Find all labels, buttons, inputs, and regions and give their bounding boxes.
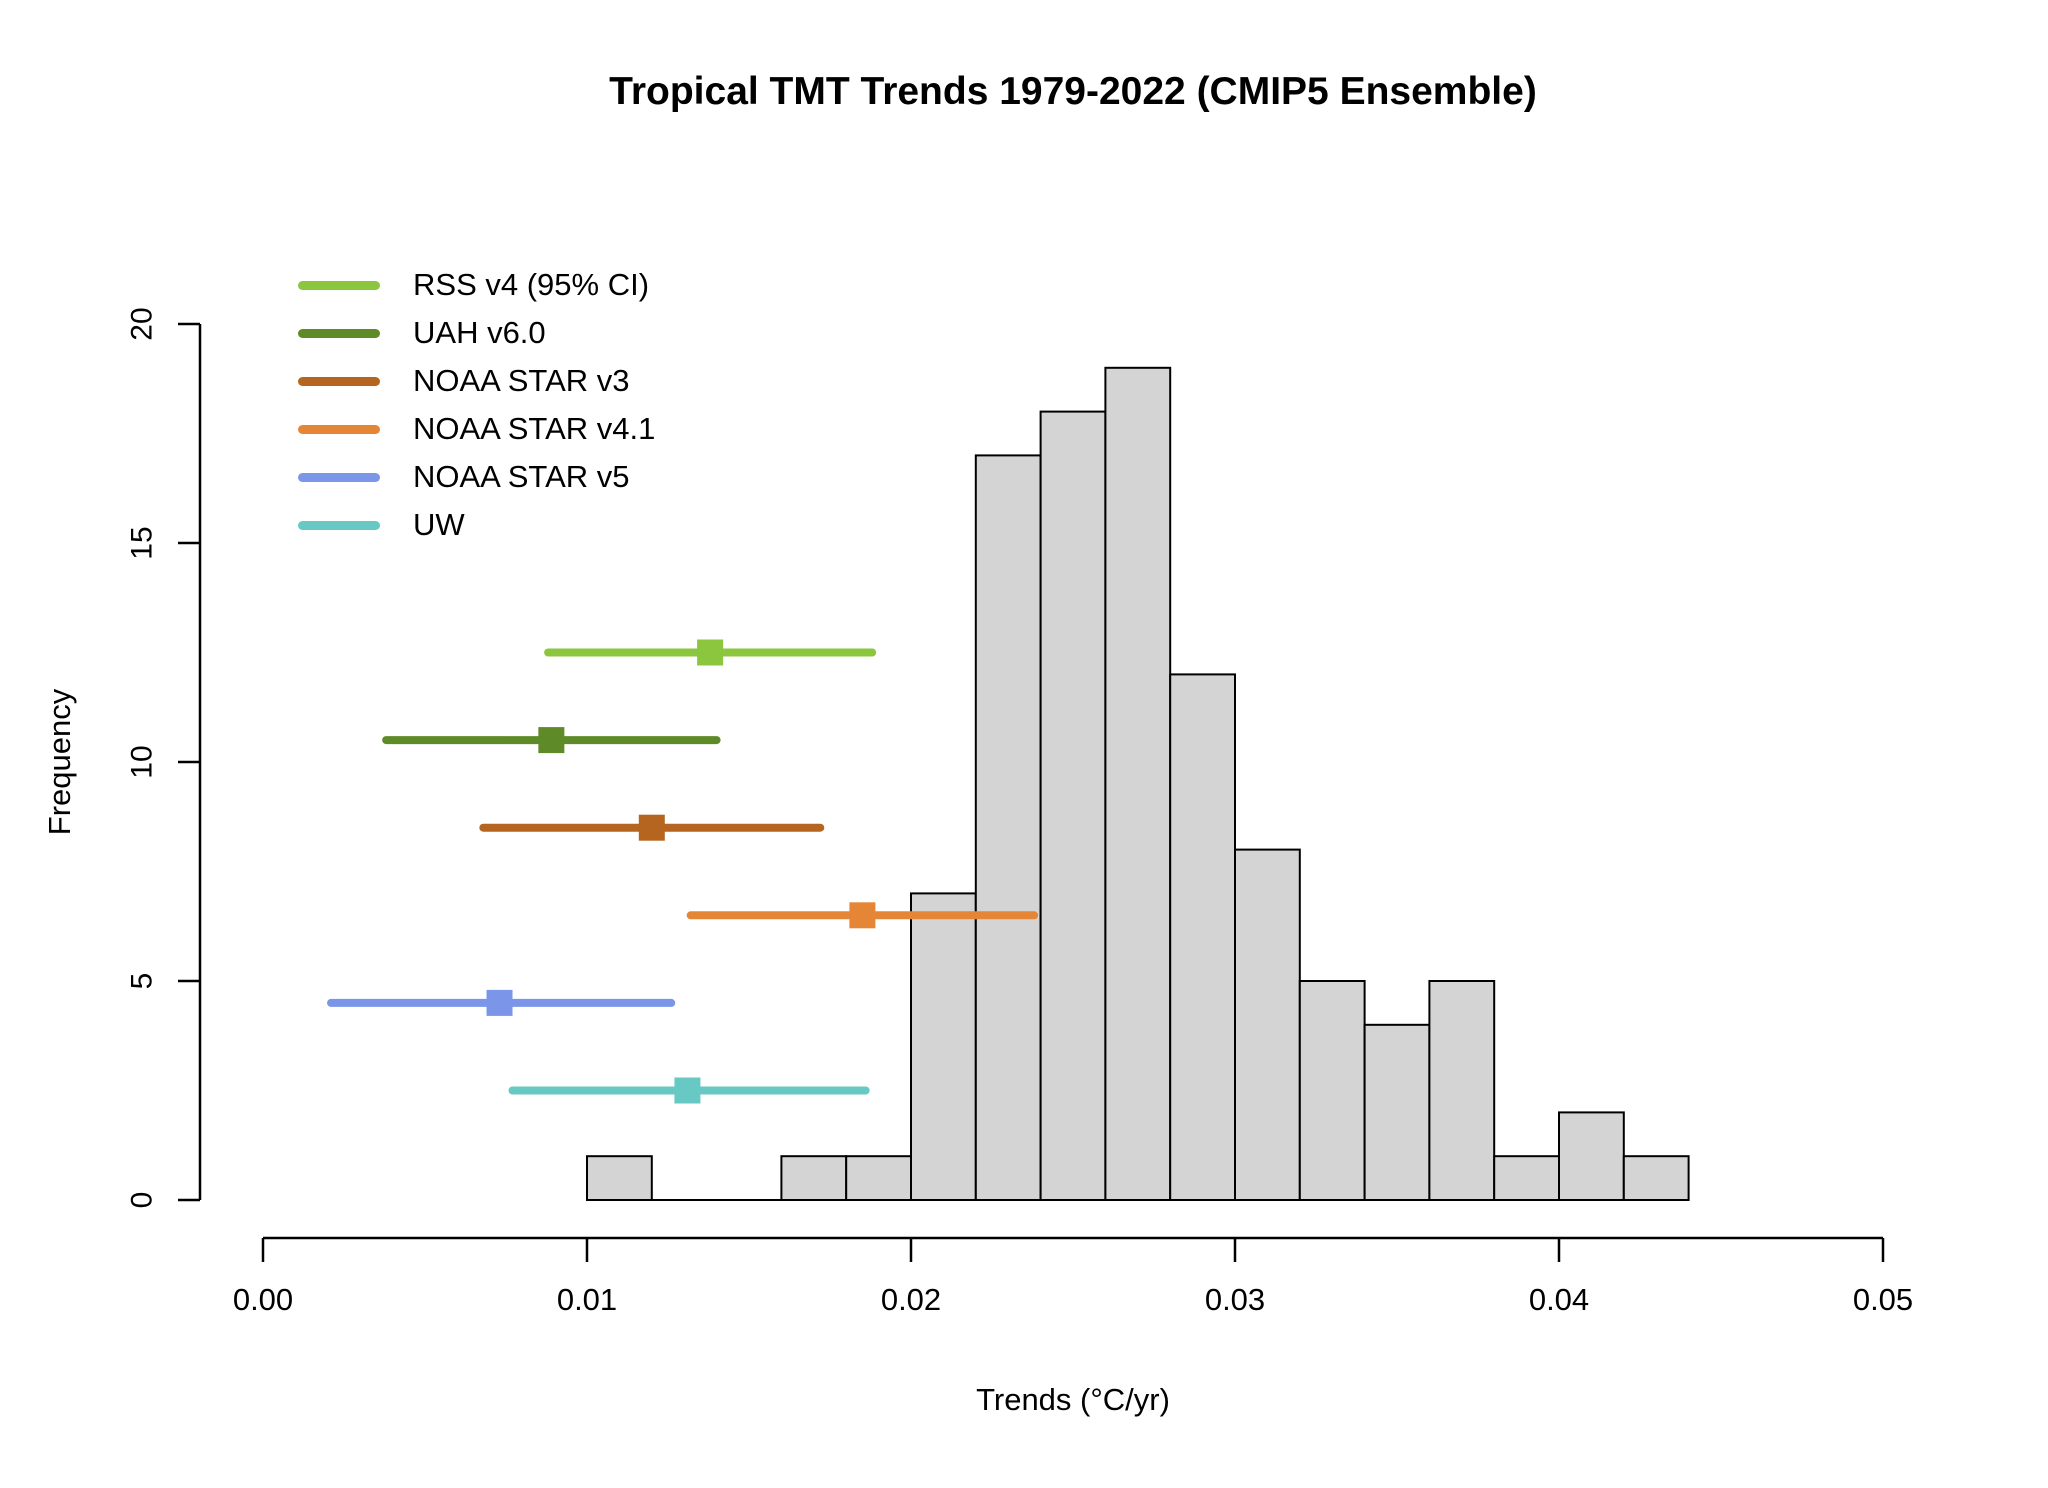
histogram-bar bbox=[1622, 1155, 1690, 1201]
y-tick-label: 5 bbox=[126, 973, 159, 990]
error-bar-marker bbox=[697, 639, 724, 666]
legend: RSS v4 (95% CI) UAH v6.0 NOAA STAR v3 NOAA … bbox=[298, 261, 655, 549]
legend-label: NOAA STAR v4.1 bbox=[413, 411, 656, 446]
x-tick-label: 0.05 bbox=[1853, 1282, 1913, 1317]
histogram-bar bbox=[1363, 1023, 1431, 1202]
error-bar-marker bbox=[674, 1077, 701, 1104]
histogram-bar bbox=[1104, 366, 1172, 1201]
y-axis-title: Frequency bbox=[42, 688, 77, 836]
legend-swatch bbox=[298, 376, 380, 386]
legend-swatch bbox=[298, 280, 380, 290]
x-tick-label: 0.02 bbox=[881, 1282, 941, 1317]
histogram-bar bbox=[1234, 848, 1301, 1201]
histogram-bar bbox=[845, 1155, 913, 1201]
legend-swatch bbox=[298, 520, 380, 530]
histogram-bar bbox=[1298, 980, 1366, 1201]
legend-label: RSS v4 (95% CI) bbox=[413, 267, 650, 302]
histogram-bar bbox=[1558, 1111, 1625, 1202]
legend-item: UAH v6.0 bbox=[298, 309, 655, 357]
histogram-bar bbox=[1039, 410, 1107, 1202]
legend-label: NOAA STAR v3 bbox=[413, 363, 630, 398]
legend-item: NOAA STAR v3 bbox=[298, 357, 655, 405]
legend-item: NOAA STAR v5 bbox=[298, 453, 655, 501]
histogram-bar bbox=[780, 1155, 848, 1201]
error-bar-marker bbox=[638, 814, 665, 841]
histogram-bar bbox=[910, 892, 977, 1202]
x-tick-label: 0.01 bbox=[557, 1282, 617, 1317]
x-tick-label: 0.04 bbox=[1529, 1282, 1589, 1317]
error-bar-marker bbox=[486, 989, 513, 1016]
x-tick-label: 0.03 bbox=[1205, 1282, 1265, 1317]
legend-label: UW bbox=[413, 507, 465, 542]
x-axis-title: Trends (°C/yr) bbox=[976, 1382, 1170, 1417]
histogram-bar bbox=[1169, 673, 1236, 1201]
histogram-bar bbox=[1493, 1155, 1560, 1201]
legend-item: UW bbox=[298, 501, 655, 549]
histogram-bar bbox=[1428, 980, 1496, 1201]
error-bar-marker bbox=[849, 902, 876, 929]
y-tick-label: 0 bbox=[126, 1192, 159, 1209]
y-tick-label: 15 bbox=[126, 526, 159, 559]
legend-label: UAH v6.0 bbox=[413, 315, 546, 350]
histogram-bar bbox=[974, 454, 1042, 1201]
legend-item: RSS v4 (95% CI) bbox=[298, 261, 655, 309]
legend-item: NOAA STAR v4.1 bbox=[298, 405, 655, 453]
histogram-bar bbox=[586, 1155, 653, 1201]
legend-label: NOAA STAR v5 bbox=[413, 459, 630, 494]
legend-swatch bbox=[298, 472, 380, 482]
y-tick-label: 20 bbox=[126, 307, 159, 340]
legend-swatch bbox=[298, 424, 380, 434]
error-bar-marker bbox=[538, 727, 565, 754]
y-tick-label: 10 bbox=[126, 745, 159, 778]
x-tick-label: 0.00 bbox=[233, 1282, 293, 1317]
chart-title: Tropical TMT Trends 1979-2022 (CMIP5 Ens… bbox=[609, 70, 1537, 113]
legend-swatch bbox=[298, 328, 380, 338]
